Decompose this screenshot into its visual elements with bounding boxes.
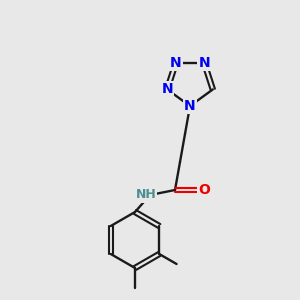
Text: N: N xyxy=(198,56,210,70)
Text: N: N xyxy=(184,99,196,113)
Text: NH: NH xyxy=(136,188,156,202)
Text: N: N xyxy=(170,56,182,70)
Text: N: N xyxy=(161,82,173,96)
Text: O: O xyxy=(198,183,210,197)
